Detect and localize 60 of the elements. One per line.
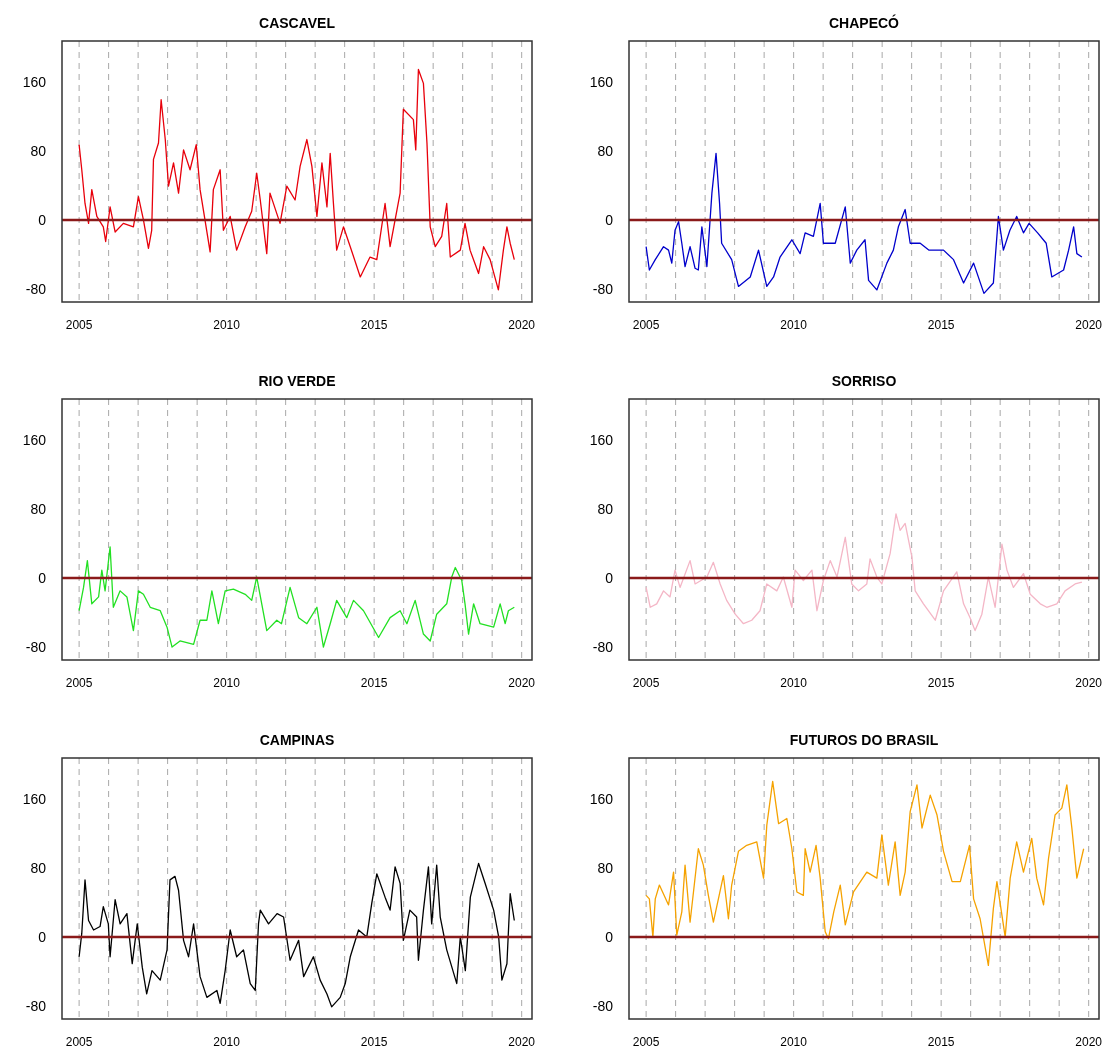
y-tick-label: 0 [605, 928, 614, 945]
x-tick-label: 2020 [1075, 1035, 1103, 1049]
y-tick-label: 160 [22, 790, 47, 807]
x-tick-label: 2010 [780, 1035, 808, 1049]
line-series [78, 546, 515, 648]
chart-title: CAMPINAS [259, 732, 335, 748]
y-tick-label: -80 [25, 997, 47, 1014]
y-tick-label: 160 [22, 73, 47, 90]
x-tick-label: 2015 [927, 676, 955, 690]
x-tick-label: 2005 [65, 318, 93, 332]
x-tick-label: 2020 [1075, 318, 1103, 332]
x-tick-label: 2015 [360, 676, 388, 690]
x-tick-label: 2010 [780, 676, 808, 690]
y-tick-label: 80 [597, 859, 614, 876]
x-tick-label: 2005 [632, 318, 660, 332]
y-tick-label: -80 [25, 280, 47, 297]
line-series [645, 780, 1085, 967]
x-tick-label: 2010 [213, 676, 241, 690]
line-series [645, 513, 1083, 632]
y-tick-label: 160 [589, 431, 614, 448]
y-tick-label: 0 [605, 569, 614, 586]
y-tick-label: 80 [597, 500, 614, 517]
chart-title: FUTUROS DO BRASIL [789, 732, 939, 748]
chart-title: CHAPECÓ [828, 14, 900, 31]
y-tick-label: 0 [605, 211, 614, 228]
y-tick-label: -80 [25, 638, 47, 655]
x-tick-label: 2020 [508, 1035, 536, 1049]
x-tick-label: 2010 [213, 318, 241, 332]
x-tick-label: 2005 [632, 1035, 660, 1049]
y-tick-label: 80 [597, 142, 614, 159]
chart-title: SORRISO [831, 373, 897, 389]
chart-title: RIO VERDE [258, 373, 336, 389]
y-tick-label: 80 [30, 500, 47, 517]
x-tick-label: 2010 [780, 318, 808, 332]
y-tick-label: -80 [592, 997, 614, 1014]
y-tick-label: 160 [589, 790, 614, 807]
x-tick-label: 2005 [65, 676, 93, 690]
line-series [78, 862, 515, 1008]
x-tick-label: 2020 [508, 318, 536, 332]
y-tick-label: 0 [38, 211, 47, 228]
line-series [645, 152, 1083, 295]
x-tick-label: 2020 [508, 676, 536, 690]
x-tick-label: 2010 [213, 1035, 241, 1049]
chart-title: CASCAVEL [259, 15, 336, 31]
y-tick-label: 160 [22, 431, 47, 448]
y-tick-label: -80 [592, 280, 614, 297]
x-tick-label: 2015 [927, 1035, 955, 1049]
x-tick-label: 2015 [927, 318, 955, 332]
x-tick-label: 2005 [632, 676, 660, 690]
y-tick-label: 160 [589, 73, 614, 90]
y-tick-label: 80 [30, 859, 47, 876]
x-tick-label: 2015 [360, 1035, 388, 1049]
line-series [78, 68, 515, 291]
x-tick-label: 2020 [1075, 676, 1103, 690]
y-tick-label: -80 [592, 638, 614, 655]
y-tick-label: 80 [30, 142, 47, 159]
y-tick-label: 0 [38, 928, 47, 945]
y-tick-label: 0 [38, 569, 47, 586]
x-tick-label: 2015 [360, 318, 388, 332]
x-tick-label: 2005 [65, 1035, 93, 1049]
